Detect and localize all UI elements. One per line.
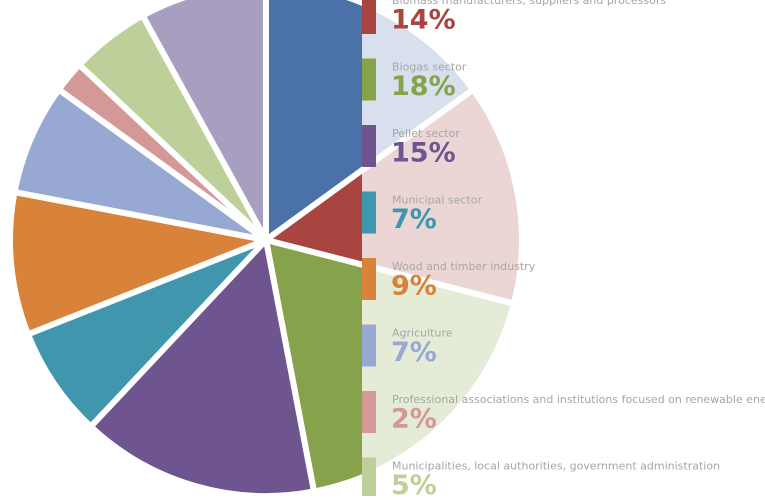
- legend-value: 2%: [391, 404, 437, 435]
- legend-label: Municipal sector: [392, 194, 482, 207]
- legend-swatch: [362, 58, 376, 101]
- legend-value: 18%: [391, 71, 456, 102]
- legend-label: Municipalities, local authorities, gover…: [392, 460, 720, 473]
- legend-label: Agriculture: [392, 327, 453, 340]
- legend-label: Biomass manufacturers, suppliers and pro…: [392, 0, 666, 7]
- legend-label: Wood and timber industry: [392, 260, 536, 273]
- legend-label: Professional associations and institutio…: [392, 393, 765, 406]
- legend-swatch: [362, 457, 376, 500]
- legend-value: 5%: [391, 470, 437, 496]
- legend-swatch: [362, 391, 376, 433]
- pie-slice: [7, 189, 269, 338]
- legend-swatch: [362, 191, 376, 234]
- pie-slice: [87, 237, 317, 499]
- legend-swatch: [362, 324, 376, 367]
- legend-swatch: [362, 0, 376, 34]
- legend-value: 15%: [391, 138, 456, 169]
- legend: Biomass manufacturers, suppliers and pro…: [362, 0, 765, 500]
- pie-slice: [139, 0, 269, 243]
- legend-value: 7%: [391, 204, 437, 235]
- legend-value: 14%: [391, 5, 456, 36]
- legend-swatch: [362, 125, 376, 167]
- legend-label: Pellet sector: [392, 127, 460, 140]
- legend-value: 9%: [391, 271, 437, 302]
- legend-overlay: [362, 0, 765, 496]
- legend-label: Biogas sector: [392, 61, 467, 74]
- legend-value: 7%: [391, 337, 437, 368]
- legend-swatch: [362, 258, 376, 300]
